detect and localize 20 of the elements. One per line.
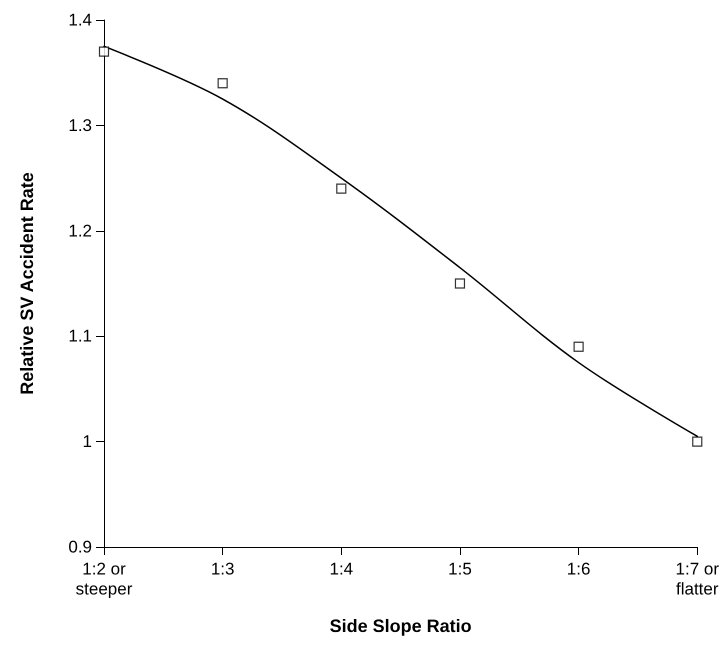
x-tick-label: 1:7 or flatter [676,560,720,598]
x-tick-label: 1:2 or steeper [76,560,133,598]
y-tick-label: 1.1 [68,326,92,346]
point [692,436,702,447]
point [336,184,346,194]
y-tick-label: 1.2 [68,221,92,240]
point [574,342,584,352]
x-tick-label: 1:3 [210,560,234,578]
y-tick-label: 0.9 [68,538,92,556]
x-tick-label: 1:4 [329,560,354,578]
x-tick-label: 1:6 [566,560,590,578]
point [218,78,228,88]
x-tick-label: 1:5 [448,560,472,578]
y-tick-label: 1.4 [68,10,92,30]
y-axis-title: Relative SV Accident Rate [17,172,37,395]
point [98,46,110,57]
y-tick-label: 1 [82,432,92,452]
y-tick-label: 1.3 [68,116,92,135]
x-axis-title: Side Slope Ratio [330,616,472,636]
point [454,278,466,289]
